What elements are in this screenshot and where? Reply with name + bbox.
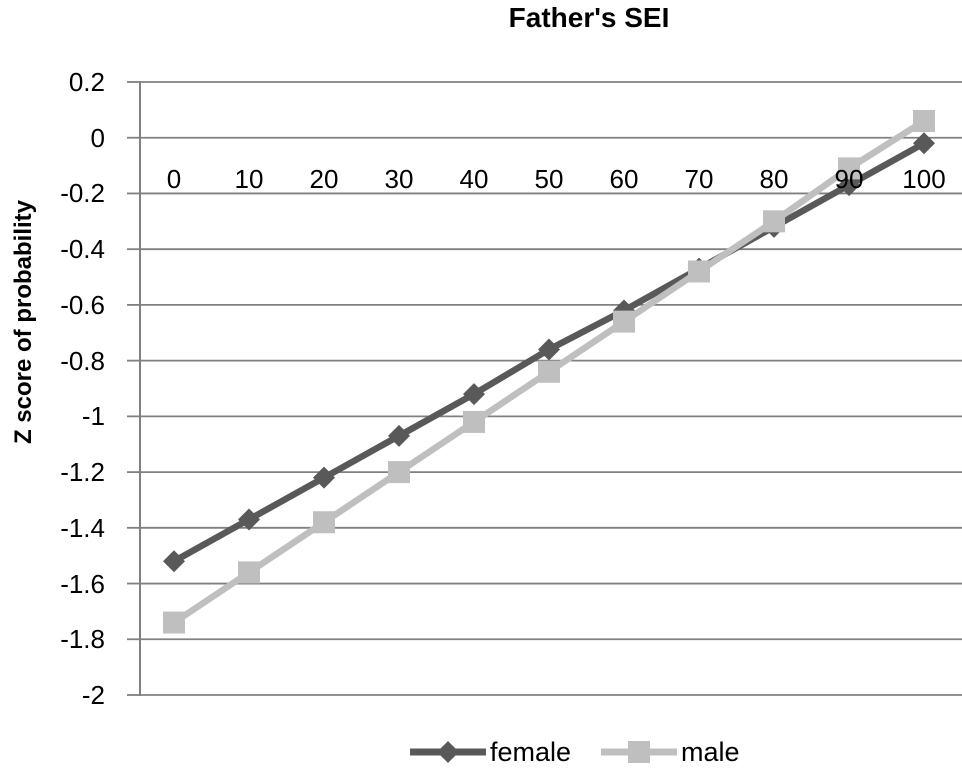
- x-tick-label-80: 80: [759, 164, 789, 194]
- y-tick-label--0.6: -0.6: [60, 289, 105, 320]
- female-point-20: [313, 466, 335, 489]
- male-point-90: [838, 157, 860, 180]
- y-tick-label--1: -1: [81, 401, 105, 432]
- female-point-90: [838, 174, 860, 197]
- x-tick-label-100: 100: [902, 164, 946, 194]
- male-point-50: [538, 360, 560, 383]
- legend-item-male: male: [601, 735, 740, 769]
- male-point-40: [463, 410, 485, 433]
- female-point-40: [463, 383, 485, 406]
- x-tick-label-10: 10: [234, 164, 264, 194]
- female-point-50: [538, 338, 560, 361]
- legend-square-swatch: [601, 741, 678, 763]
- male-point-70: [688, 260, 710, 283]
- female-point-30: [388, 424, 410, 447]
- female-point-10: [238, 508, 260, 531]
- y-tick-label--1.4: -1.4: [60, 512, 105, 543]
- x-tick-label-50: 50: [534, 164, 564, 194]
- male-point-80: [763, 210, 785, 233]
- x-tick-label-20: 20: [309, 164, 339, 194]
- legend: female male: [410, 735, 740, 769]
- female-point-0: [163, 550, 185, 573]
- chart-title: Father's SEI: [508, 2, 670, 33]
- male-point-100: [913, 110, 935, 133]
- legend-diamond-swatch: [410, 741, 486, 763]
- x-tick-label-30: 30: [384, 164, 414, 194]
- y-tick-label-0: 0: [90, 122, 105, 153]
- legend-label-female: female: [490, 737, 572, 767]
- y-tick-label-0.2: 0.2: [68, 67, 105, 97]
- y-tick-label--1.2: -1.2: [60, 457, 105, 488]
- y-tick-label--0.4: -0.4: [60, 234, 105, 265]
- square-icon: [628, 741, 651, 763]
- x-tick-label-0: 0: [166, 164, 182, 194]
- y-tick-label--2: -2: [81, 680, 105, 710]
- x-tick-label-90: 90: [834, 164, 864, 194]
- x-tick-label-40: 40: [459, 164, 489, 194]
- male-point-60: [613, 310, 635, 333]
- y-tick-label--0.2: -0.2: [60, 178, 105, 209]
- y-tick-label--0.8: -0.8: [60, 345, 105, 376]
- male-point-30: [388, 461, 410, 484]
- male-point-0: [163, 611, 185, 634]
- legend-label-male: male: [681, 737, 740, 767]
- y-tick-label--1.6: -1.6: [60, 568, 105, 599]
- x-tick-label-70: 70: [684, 164, 714, 194]
- diamond-icon: [437, 741, 459, 763]
- female-point-100: [913, 132, 935, 155]
- male-point-10: [238, 561, 260, 584]
- legend-item-female: female: [410, 735, 571, 769]
- male-point-20: [313, 511, 335, 534]
- y-tick-label--1.8: -1.8: [60, 624, 105, 655]
- x-tick-label-60: 60: [609, 164, 639, 194]
